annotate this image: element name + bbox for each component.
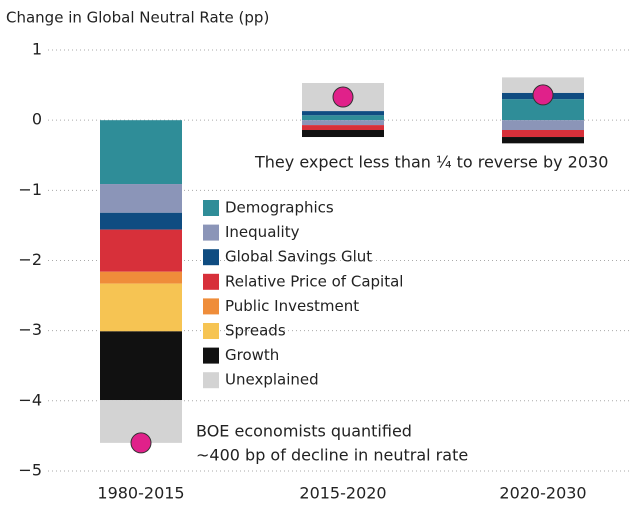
bar-segment: [302, 125, 384, 131]
x-tick-label: 2020-2030: [499, 484, 586, 503]
total-marker: [532, 84, 554, 106]
bar-segment: [302, 130, 384, 138]
legend-label: Public Investment: [225, 297, 359, 315]
legend-swatch: [203, 224, 219, 241]
y-tick-label: 0: [32, 110, 42, 129]
bar-segment: [100, 331, 182, 401]
legend-label: Unexplained: [225, 371, 319, 389]
total-marker: [130, 432, 152, 454]
annotation: They expect less than ¼ to reverse by 20…: [254, 153, 608, 172]
legend-swatch: [203, 347, 219, 364]
bar-segment: [302, 120, 384, 126]
bar-segment: [502, 130, 584, 138]
legend-swatch: [203, 249, 219, 266]
y-tick-label: −1: [18, 180, 42, 199]
legend-swatch: [203, 372, 219, 389]
y-tick-label: 1: [32, 40, 42, 59]
chart-title: Change in Global Neutral Rate (pp): [6, 9, 269, 27]
legend-label: Spreads: [225, 322, 286, 340]
bar-segment: [502, 137, 584, 144]
bar-segment: [100, 184, 182, 213]
legend-label: Growth: [225, 346, 279, 364]
bar-segment: [100, 271, 182, 284]
bar-segment: [100, 212, 182, 230]
legend-swatch: [203, 200, 219, 216]
total-marker: [332, 86, 354, 108]
bar-segment: [502, 99, 584, 121]
legend-swatch: [203, 298, 219, 315]
y-tick-label: −5: [18, 460, 42, 479]
y-tick-label: −3: [18, 320, 42, 339]
bar-segment: [100, 120, 182, 185]
x-tick-label: 1980-2015: [97, 484, 184, 503]
bar-segment: [302, 115, 384, 121]
bar-segment: [100, 229, 182, 272]
legend-label: Demographics: [225, 199, 334, 217]
y-tick-label: −4: [18, 390, 42, 409]
legend-swatch: [203, 273, 219, 290]
annotation: ~400 bp of decline in neutral rate: [196, 446, 468, 465]
legend-label: Inequality: [225, 223, 300, 241]
bar-segment: [502, 120, 584, 131]
bar-segment: [100, 283, 182, 332]
y-tick-label: −2: [18, 250, 42, 269]
legend-label: Global Savings Glut: [225, 248, 372, 266]
legend-label: Relative Price of Capital: [225, 272, 403, 290]
annotation: BOE economists quantified: [196, 422, 412, 441]
x-tick-label: 2015-2020: [299, 484, 386, 503]
legend-swatch: [203, 323, 219, 339]
bar-segment: [302, 111, 384, 116]
